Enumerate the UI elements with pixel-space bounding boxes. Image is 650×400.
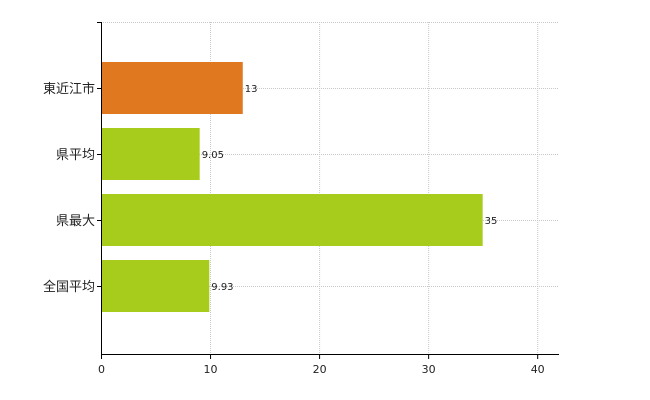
category-label: 県平均 [56, 148, 95, 163]
data-label: 9.93 [211, 282, 233, 293]
bars [101, 62, 483, 312]
axes [97, 22, 559, 359]
x-tick-label: 20 [313, 363, 327, 376]
category-label: 全国平均 [43, 279, 95, 295]
data-label: 13 [245, 84, 258, 95]
data-label: 35 [485, 216, 498, 227]
data-label: 9.05 [202, 150, 224, 161]
category-label: 東近江市 [43, 81, 95, 97]
bar [101, 194, 483, 246]
x-tick-label: 40 [531, 363, 545, 376]
bar [101, 260, 210, 312]
bar [101, 128, 200, 180]
x-tick-label: 10 [204, 363, 218, 376]
x-tick-label: 30 [422, 363, 436, 376]
bar [101, 62, 243, 114]
x-tick-label: 0 [98, 363, 105, 376]
category-label: 県最大 [56, 214, 95, 229]
